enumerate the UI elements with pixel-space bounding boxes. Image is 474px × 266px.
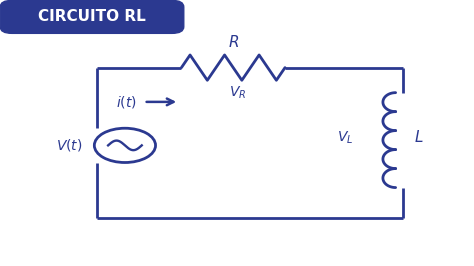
Text: $V_R$: $V_R$: [229, 85, 246, 101]
Text: $R$: $R$: [228, 35, 239, 51]
Text: $V_L$: $V_L$: [337, 129, 353, 146]
FancyBboxPatch shape: [0, 1, 184, 33]
Text: $L$: $L$: [414, 130, 424, 146]
Text: $V(t)$: $V(t)$: [56, 137, 82, 153]
Text: CIRCUITO RL: CIRCUITO RL: [38, 9, 146, 24]
Text: $i(t)$: $i(t)$: [116, 94, 137, 110]
